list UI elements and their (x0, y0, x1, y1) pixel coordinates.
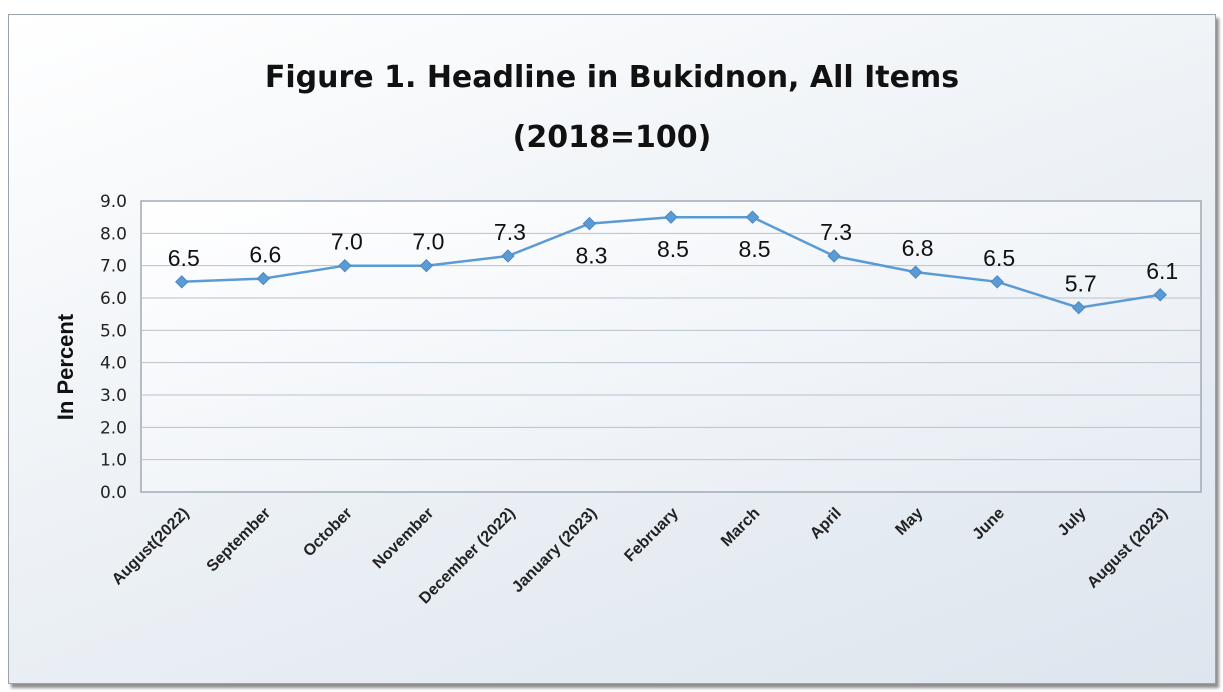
y-axis-label: In Percent (53, 313, 78, 420)
data-point-marker (745, 210, 760, 224)
data-point-marker (175, 275, 189, 289)
x-tick-label: August (2023) (1084, 505, 1171, 592)
x-tick-label: January (2023) (509, 505, 600, 596)
y-tick-label: 1.0 (100, 451, 127, 471)
chart-title: Figure 1. Headline in Bukidnon, All Item… (265, 60, 959, 95)
data-point-marker (990, 275, 1004, 289)
data-point-marker (664, 210, 678, 224)
plot-area (140, 200, 1202, 493)
line-chart: Figure 1. Headline in Bukidnon, All Item… (53, 60, 1202, 607)
x-tick-label: June (970, 505, 1008, 543)
x-tick-label: May (892, 505, 926, 539)
data-label: 7.3 (494, 219, 526, 245)
y-tick-label: 0.0 (100, 483, 127, 503)
x-tick-label: November (370, 505, 437, 572)
x-tick-label: September (204, 505, 275, 576)
x-tick-label: February (621, 505, 682, 566)
data-label: 8.5 (657, 236, 689, 262)
data-label: 7.0 (331, 229, 363, 255)
data-label: 6.8 (902, 235, 934, 261)
x-tick-label: March (718, 505, 763, 550)
data-label: 7.3 (820, 219, 852, 245)
x-tick-label: April (807, 505, 845, 543)
x-tick-label: October (300, 505, 355, 560)
data-label: 6.5 (168, 245, 200, 271)
x-tick-label: August(2022) (109, 505, 193, 589)
y-tick-label: 9.0 (100, 192, 127, 212)
data-point-marker (582, 216, 597, 231)
data-point-marker (338, 258, 352, 273)
data-label: 8.5 (739, 236, 771, 262)
y-tick-label: 3.0 (100, 386, 127, 406)
data-label: 6.6 (249, 242, 281, 268)
y-tick-label: 4.0 (100, 354, 127, 374)
data-point-marker (1153, 288, 1167, 302)
data-point-marker (501, 249, 515, 263)
data-point-marker (827, 249, 841, 263)
data-label: 6.1 (1146, 258, 1178, 284)
data-point-marker (1071, 300, 1086, 315)
x-tick-label: July (1055, 505, 1090, 540)
data-label: 6.5 (983, 245, 1015, 271)
data-point-marker (419, 258, 434, 273)
data-point-marker (256, 271, 271, 286)
y-tick-label: 5.0 (100, 321, 127, 341)
chart-frame: Figure 1. Headline in Bukidnon, All Item… (8, 14, 1216, 684)
y-tick-label: 8.0 (100, 224, 127, 244)
y-tick-label: 6.0 (100, 289, 127, 309)
y-tick-label: 7.0 (100, 257, 127, 277)
data-label: 8.3 (575, 243, 607, 269)
chart-subtitle: (2018=100) (513, 120, 712, 155)
data-label: 7.0 (412, 229, 444, 255)
data-point-marker (908, 265, 923, 279)
data-label: 5.7 (1065, 271, 1097, 297)
y-tick-label: 2.0 (100, 418, 127, 438)
